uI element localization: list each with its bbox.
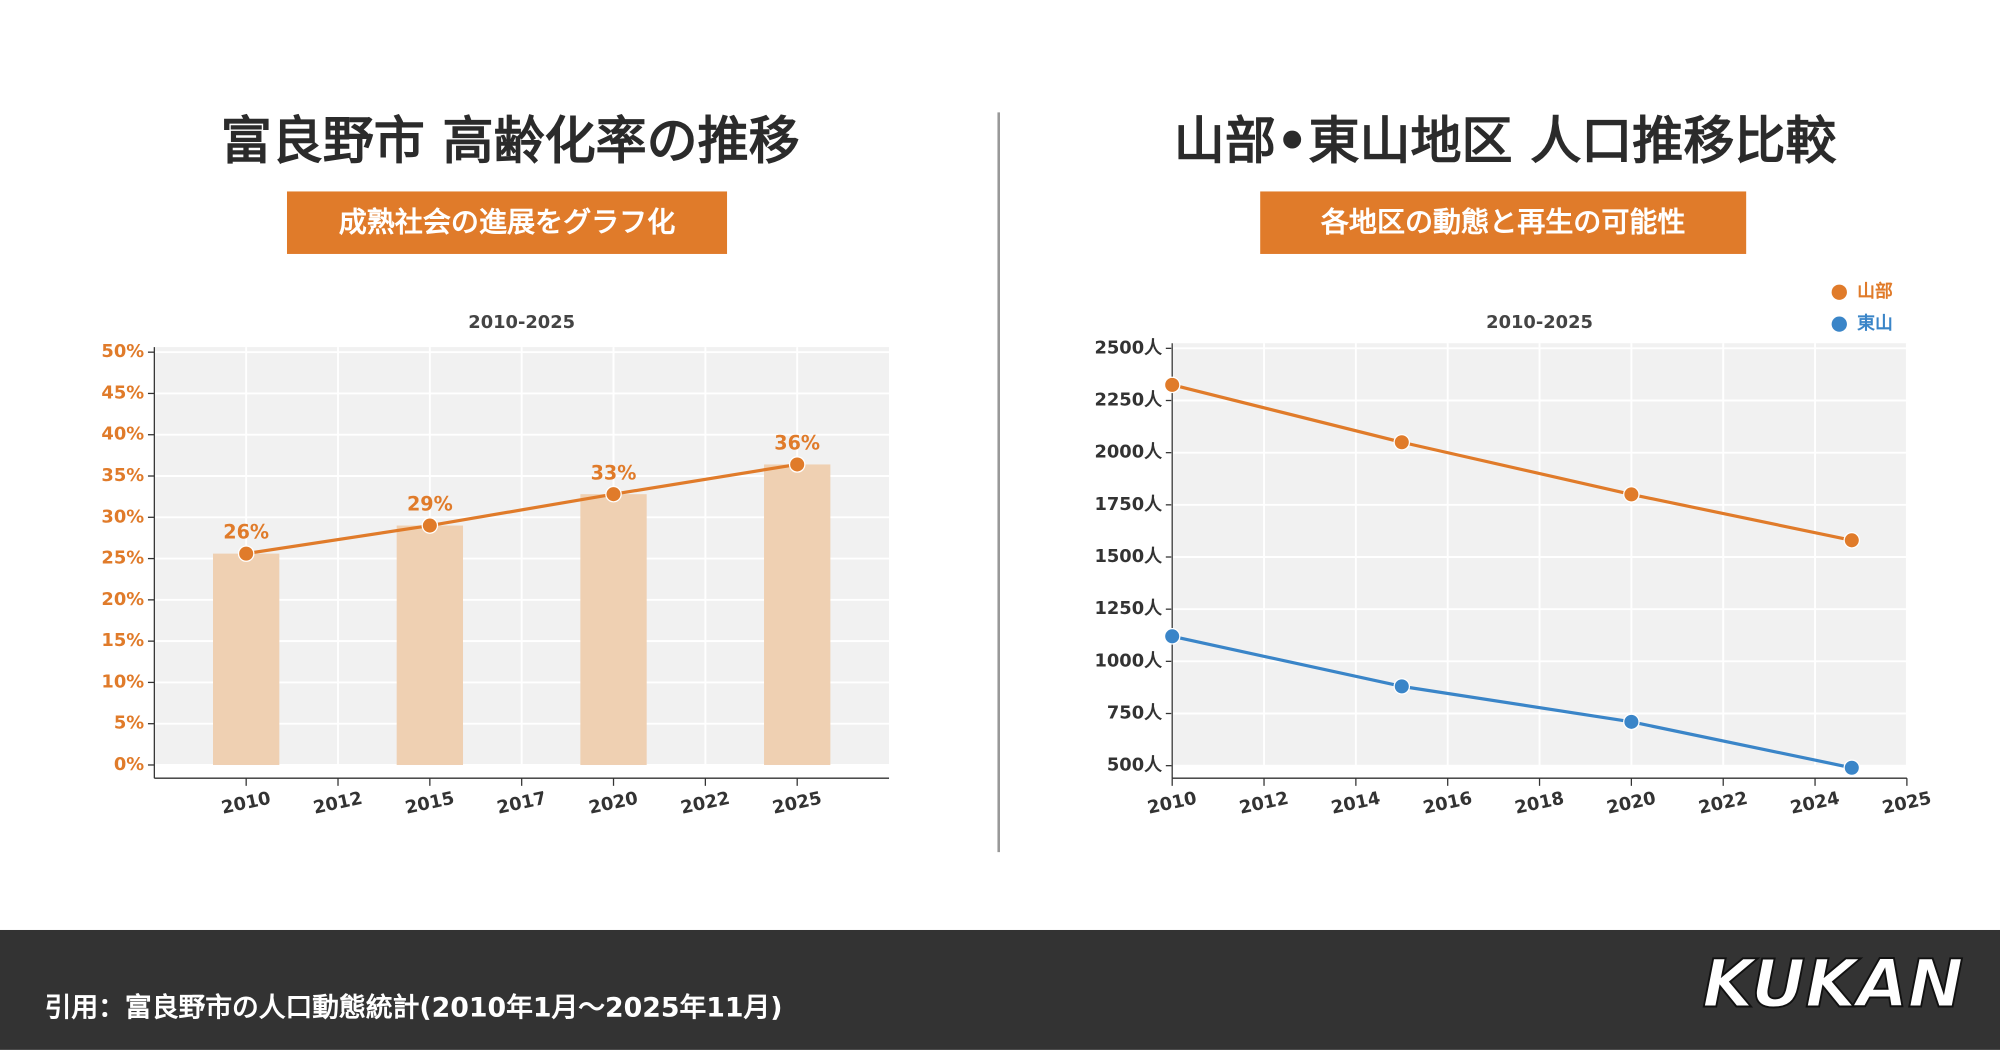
x-tick-label: 2020 (1605, 788, 1658, 819)
point (1393, 433, 1411, 451)
legend-marker (1831, 316, 1847, 332)
line (245, 462, 798, 556)
x-tick-label: 2015 (403, 788, 456, 819)
y-tick-label: 1500人 (1094, 546, 1162, 567)
legend-marker (1831, 284, 1847, 300)
subtitle-box (286, 191, 728, 254)
point (1623, 713, 1640, 731)
data-label: 36% (774, 432, 820, 455)
y-tick-label: 10% (101, 671, 144, 692)
point (1393, 678, 1411, 695)
x-tick-label: 2018 (1513, 788, 1566, 819)
y-tick-label: 0% (114, 754, 144, 775)
x-tick-label: 2020 (587, 788, 640, 819)
y-tick-label: 500人 (1107, 755, 1162, 776)
chart-title: 富良野市 高齢化率の推移 (221, 112, 800, 171)
citation: 引用：富良野市の人口動態統計(2010年1月〜2025年11月) (45, 992, 783, 1024)
x-tick-label: 2017 (495, 788, 548, 819)
x-tick-label: 2012 (1237, 788, 1290, 819)
y-tick-label: 1250人 (1094, 598, 1162, 619)
bar (396, 525, 464, 765)
x-tick-label: 2016 (1421, 788, 1474, 819)
y-tick-label: 40% (101, 424, 144, 445)
point (421, 517, 439, 534)
y-tick-label: 5% (114, 713, 144, 734)
point (1843, 532, 1861, 549)
data-label: 29% (407, 493, 453, 516)
subtitle-box (1260, 191, 1747, 254)
chart-label: 2010-2025 (468, 312, 575, 333)
x-tick-label: 2014 (1329, 788, 1382, 819)
line (1171, 634, 1853, 770)
logo: KUKAN (1702, 945, 1963, 1023)
y-tick-label: 30% (101, 506, 144, 527)
x-tick-label: 2010 (1146, 788, 1199, 819)
bar (213, 553, 280, 765)
y-tick-label: 45% (101, 382, 144, 403)
y-tick-label: 2250人 (1094, 390, 1162, 411)
legend-label: 東山 (1857, 312, 1893, 334)
y-tick-label: 2000人 (1094, 442, 1162, 463)
point (237, 545, 255, 562)
point (1163, 628, 1181, 645)
y-tick-label: 15% (101, 630, 144, 651)
footer-bar (0, 929, 2000, 1050)
line (1171, 383, 1853, 542)
y-tick-label: 1750人 (1094, 494, 1162, 515)
data-label: 33% (591, 461, 637, 484)
y-tick-label: 1000人 (1094, 650, 1162, 671)
data-label: 26% (223, 521, 269, 544)
x-tick-label: 2022 (679, 788, 732, 819)
point (1623, 486, 1640, 503)
point (605, 485, 622, 503)
x-tick-label: 2024 (1788, 788, 1841, 819)
y-tick-label: 2500人 (1094, 337, 1162, 358)
bar (580, 494, 647, 765)
chart-title: 山部•東山地区 人口推移比較 (1174, 112, 1838, 171)
point (1163, 376, 1181, 394)
legend-label: 山部 (1857, 280, 1893, 302)
x-tick-label: 2025 (771, 788, 824, 819)
subtitle: 成熟社会の進展をグラフ化 (339, 205, 676, 238)
x-tick-label: 2010 (220, 788, 273, 819)
y-tick-label: 25% (101, 548, 144, 569)
chart-label: 2010-2025 (1486, 312, 1593, 333)
y-tick-label: 750人 (1107, 703, 1162, 724)
y-tick-label: 50% (101, 341, 144, 362)
y-tick-label: 20% (101, 589, 144, 610)
y-tick-label: 35% (101, 465, 144, 486)
point (788, 456, 806, 473)
subtitle: 各地区の動態と再生の可能性 (1320, 205, 1686, 238)
point (1843, 759, 1861, 777)
bar (764, 464, 831, 765)
x-tick-label: 2022 (1697, 788, 1750, 819)
x-tick-label: 2025 (1880, 788, 1933, 819)
x-tick-label: 2012 (311, 788, 364, 819)
